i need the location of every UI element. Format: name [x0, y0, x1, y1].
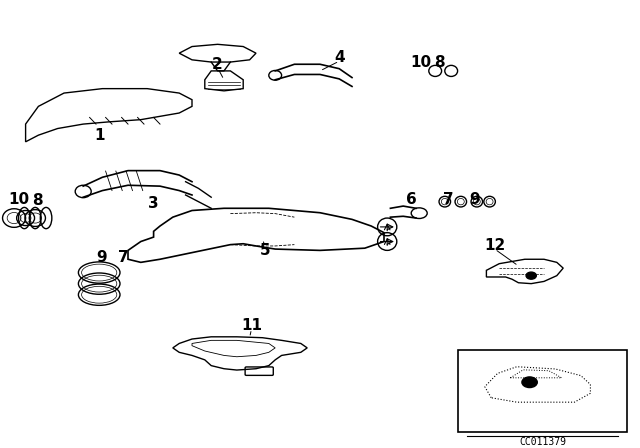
Text: 10: 10 [410, 56, 431, 70]
Text: 6: 6 [406, 192, 417, 207]
Text: 4: 4 [334, 50, 344, 65]
Text: 12: 12 [484, 238, 506, 254]
Circle shape [526, 272, 536, 279]
Text: 7: 7 [443, 192, 453, 207]
Text: 9: 9 [470, 192, 480, 207]
Text: CC011379: CC011379 [519, 436, 566, 447]
Bar [458, 350, 627, 432]
Text: 8: 8 [434, 56, 444, 70]
Text: 5: 5 [260, 243, 271, 258]
Text: 1: 1 [94, 128, 104, 142]
Text: 3: 3 [148, 196, 159, 211]
Circle shape [522, 377, 537, 388]
Text: 9: 9 [96, 250, 106, 265]
Text: 10: 10 [8, 192, 30, 207]
Text: 7: 7 [118, 250, 128, 265]
Text: 11: 11 [241, 318, 262, 333]
Text: 2: 2 [212, 57, 223, 72]
Text: 8: 8 [32, 193, 42, 208]
